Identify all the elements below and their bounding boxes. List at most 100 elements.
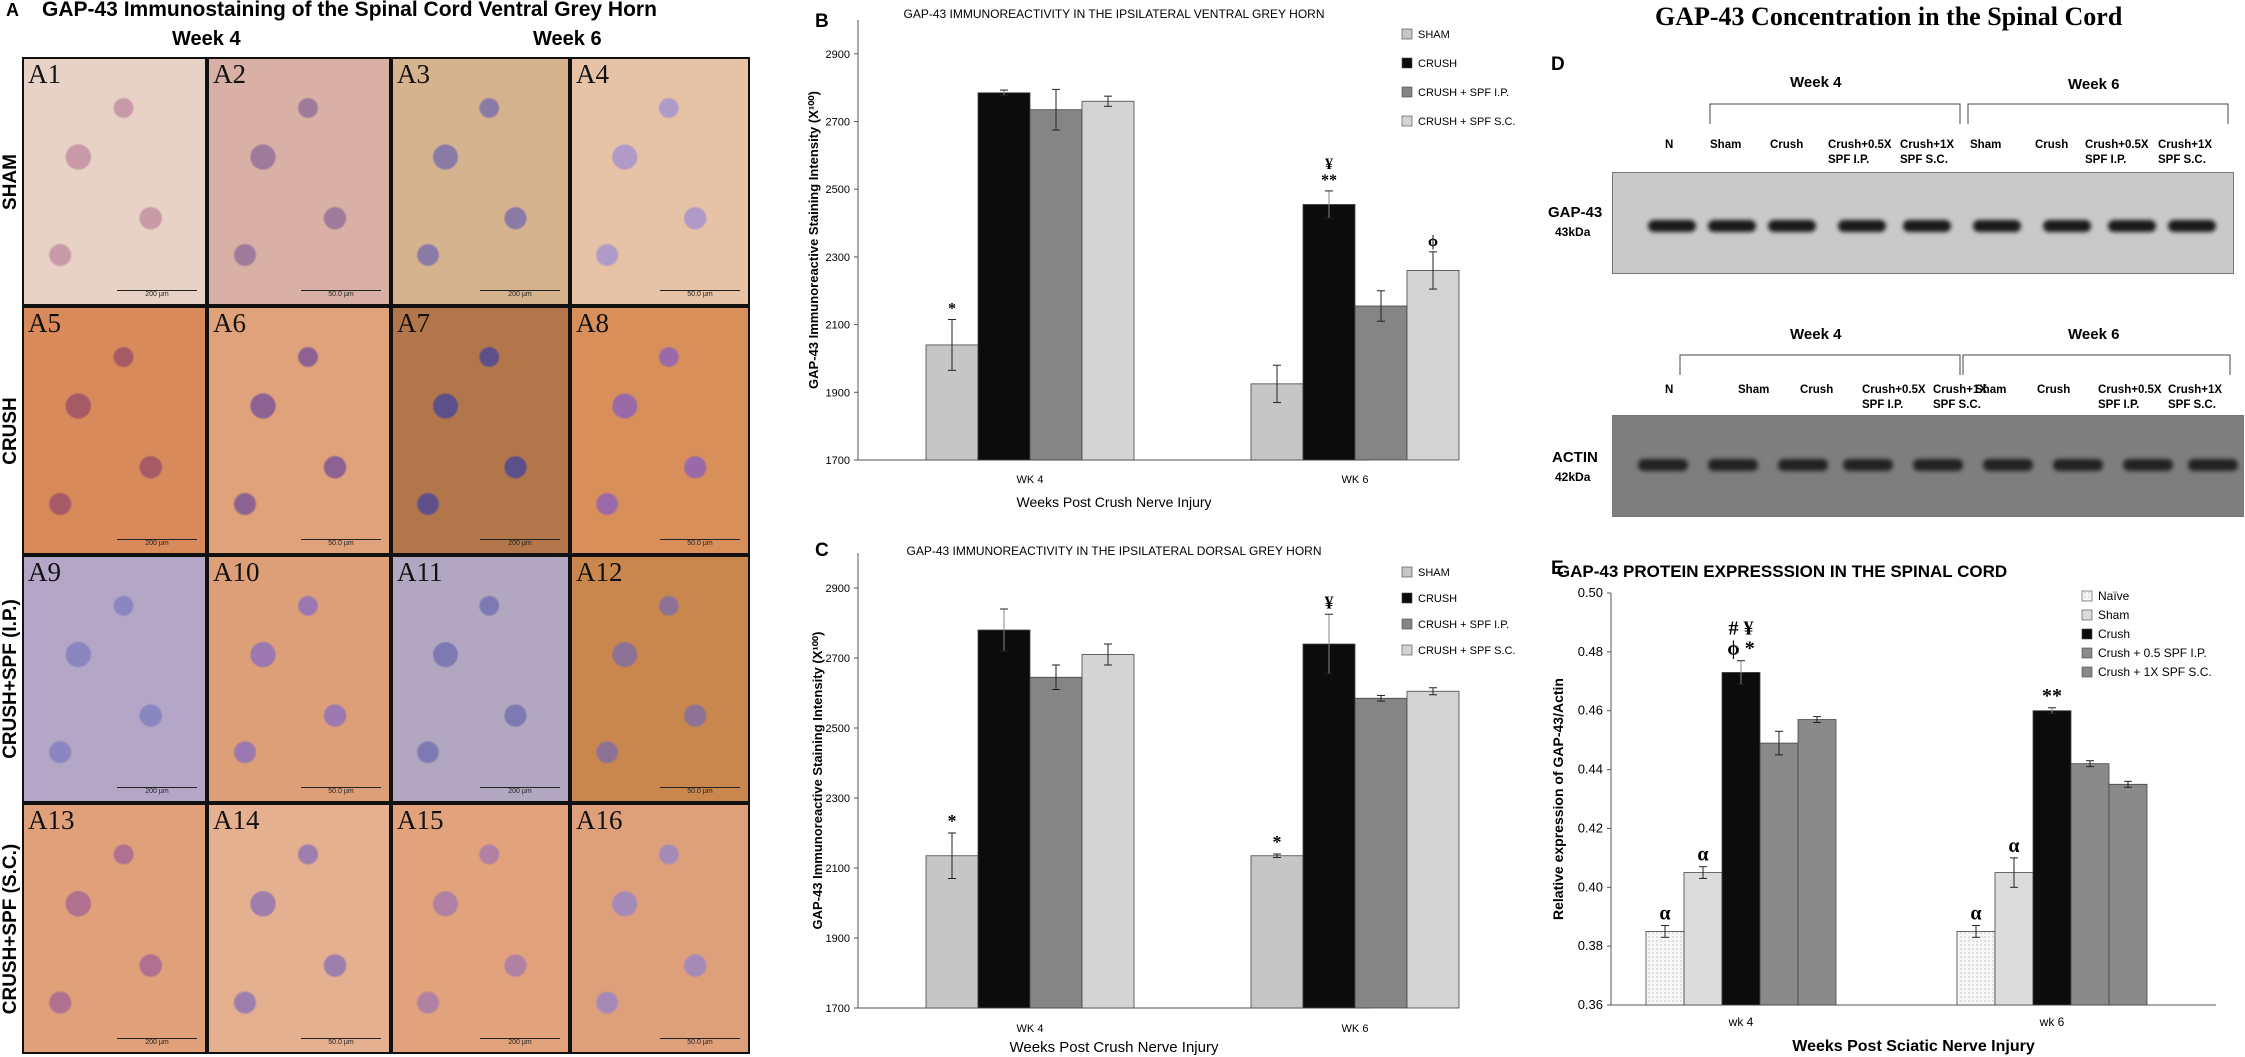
- legend-swatch: [1401, 566, 1413, 578]
- blot2-lane-label: Crush: [1800, 384, 1834, 396]
- bar: [1081, 654, 1135, 1009]
- panel-a-letter: A: [6, 0, 19, 20]
- scale-bar: 200 µm: [117, 787, 197, 795]
- blot1-lane-label: Sham: [1970, 139, 2002, 151]
- y-tick-label: 0.48: [1578, 644, 1603, 659]
- micrograph-tile: A8 50.0 µm: [570, 306, 750, 555]
- bar: [1029, 109, 1083, 461]
- blot-band: [2053, 459, 2103, 471]
- y-tick-label: 2300: [826, 252, 850, 264]
- tile-label: A9: [28, 557, 61, 587]
- x-tick-label: WK 6: [1342, 474, 1369, 486]
- y-tick-label: 1900: [826, 387, 850, 399]
- legend-label: CRUSH: [1418, 593, 1457, 605]
- micrograph-tile: A4 50.0 µm: [570, 57, 750, 306]
- legend-swatch: [1401, 618, 1413, 630]
- legend-swatch: [1401, 86, 1413, 98]
- blot2-week6-label: Week 6: [2068, 326, 2120, 343]
- week6-label: Week 6: [533, 28, 602, 50]
- bar: [1029, 676, 1083, 1009]
- scale-bar: 50.0 µm: [301, 1038, 381, 1046]
- legend-swatch: [2081, 628, 2093, 640]
- blot-band: [1648, 220, 1696, 232]
- y-axis-title: GAP-43 Immunoreactive Staining Intensity…: [806, 91, 821, 389]
- y-tick-label: 2700: [826, 653, 850, 665]
- tile-label: A2: [213, 59, 246, 89]
- significance-mark: # ¥: [1729, 618, 1754, 640]
- legend-label: CRUSH + SPF S.C.: [1418, 645, 1516, 657]
- bar: [1994, 872, 2034, 1006]
- y-tick-label: 0.44: [1578, 762, 1603, 777]
- week-bracket: [1679, 354, 1961, 375]
- blot1-lane-label: Sham: [1710, 139, 1742, 151]
- micrograph-tile: A13 200 µm: [22, 803, 207, 1054]
- y-tick-label: 2300: [826, 793, 850, 805]
- blot1-lane-label: Crush: [1770, 139, 1804, 151]
- bar: [2032, 710, 2072, 1006]
- blot2-lane-label: Crush+0.5X SPF I.P.: [2098, 384, 2162, 411]
- scale-bar: 50.0 µm: [660, 539, 740, 547]
- x-tick-label: WK 6: [1342, 1023, 1369, 1035]
- legend-label: CRUSH: [1418, 58, 1457, 70]
- gap43-blot-label: GAP-43: [1548, 204, 1603, 221]
- significance-mark: α: [1697, 844, 1708, 866]
- bar: [977, 92, 1031, 461]
- y-tick-label: 2700: [826, 117, 850, 129]
- bar: [1354, 697, 1408, 1009]
- blot-band: [1903, 220, 1951, 232]
- scale-bar: 50.0 µm: [660, 1038, 740, 1046]
- significance-mark: ¥: [1325, 592, 1334, 612]
- micrograph-tile: A7 200 µm: [391, 306, 570, 555]
- scale-bar: 200 µm: [117, 539, 197, 547]
- significance-mark: *: [948, 811, 957, 831]
- blot-band: [2168, 220, 2216, 232]
- micrograph-tile: A11 200 µm: [391, 555, 570, 803]
- micrograph-tile: A12 50.0 µm: [570, 555, 750, 803]
- y-tick-label: 0.42: [1578, 820, 1603, 835]
- legend-swatch: [2081, 609, 2093, 621]
- blot2-lane-label: Crush+0.5X SPF I.P.: [1862, 384, 1926, 411]
- y-tick-label: 2100: [826, 320, 850, 332]
- blot1-week6-label: Week 6: [2068, 76, 2120, 93]
- blot-band: [1778, 459, 1828, 471]
- bar: [1406, 690, 1460, 1009]
- bar: [1721, 672, 1761, 1006]
- blot-band: [1838, 220, 1886, 232]
- bar: [1354, 305, 1408, 461]
- y-tick-label: 1900: [826, 933, 850, 945]
- y-tick-label: 2900: [826, 583, 850, 595]
- significance-mark: α: [1659, 903, 1670, 925]
- x-axis-title: Weeks Post Crush Nerve Injury: [1016, 494, 1211, 510]
- week-bracket: [1962, 354, 2231, 375]
- legend-label: Crush + 1X SPF S.C.: [2098, 665, 2212, 679]
- bar: [1683, 872, 1723, 1006]
- y-tick-label: 0.50: [1578, 585, 1603, 600]
- blot-band: [1638, 459, 1688, 471]
- x-tick-label: wk 6: [2039, 1015, 2065, 1029]
- scale-bar: 50.0 µm: [660, 290, 740, 298]
- y-axis-title: GAP-43 Immunoreactive Staining Intensity…: [810, 632, 825, 930]
- legend-label: SHAM: [1418, 29, 1450, 41]
- legend-swatch: [1401, 57, 1413, 69]
- bar: [977, 629, 1031, 1009]
- bar: [2070, 763, 2110, 1006]
- bar: [1797, 719, 1837, 1006]
- tile-label: A6: [213, 308, 246, 338]
- blot1-lane-label: Crush+0.5X SPF I.P.: [2085, 139, 2149, 166]
- bar: [1956, 931, 1996, 1006]
- chart-title: GAP-43 PROTEIN EXPRESSSION IN THE SPINAL…: [1557, 562, 2007, 581]
- week4-label: Week 4: [172, 28, 241, 50]
- panel-letter: C: [815, 540, 829, 561]
- significance-mark: α: [1970, 903, 1981, 925]
- blot1-lane-label: Crush: [2035, 139, 2069, 151]
- tile-label: A4: [576, 59, 609, 89]
- gap43-blot-image: [1612, 172, 2234, 274]
- y-tick-label: 2500: [826, 723, 850, 735]
- bar: [1302, 204, 1356, 461]
- legend-label: Sham: [2098, 608, 2129, 622]
- x-axis-title: Weeks Post Crush Nerve Injury: [1010, 1039, 1219, 1056]
- tile-label: A7: [397, 308, 430, 338]
- significance-mark: α: [2008, 835, 2019, 857]
- legend-swatch: [2081, 590, 2093, 602]
